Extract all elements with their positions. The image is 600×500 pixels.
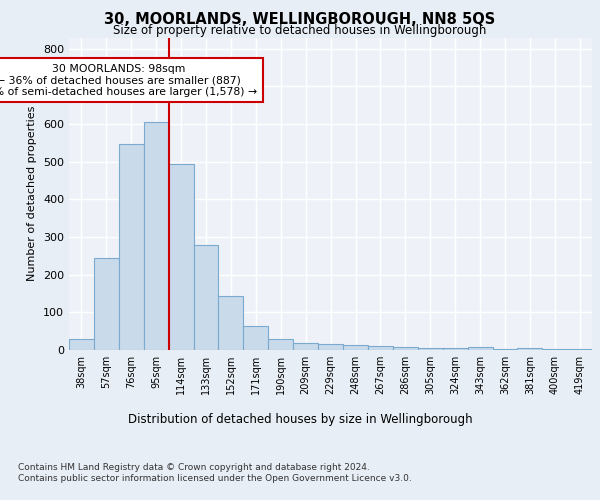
Bar: [467, 347, 493, 350]
Text: Contains public sector information licensed under the Open Government Licence v3: Contains public sector information licen…: [18, 474, 412, 483]
Bar: [94, 258, 119, 350]
Bar: [443, 348, 467, 350]
Text: 30, MOORLANDS, WELLINGBOROUGH, NN8 5QS: 30, MOORLANDS, WELLINGBOROUGH, NN8 5QS: [104, 12, 496, 28]
Bar: [169, 164, 194, 350]
Bar: [567, 349, 592, 350]
Bar: [343, 346, 368, 350]
Text: Contains HM Land Registry data © Crown copyright and database right 2024.: Contains HM Land Registry data © Crown c…: [18, 462, 370, 471]
Bar: [493, 349, 517, 350]
Bar: [119, 144, 144, 350]
Text: Size of property relative to detached houses in Wellingborough: Size of property relative to detached ho…: [113, 24, 487, 37]
Bar: [542, 349, 567, 350]
Text: 30 MOORLANDS: 98sqm
← 36% of detached houses are smaller (887)
63% of semi-detac: 30 MOORLANDS: 98sqm ← 36% of detached ho…: [0, 64, 257, 97]
Bar: [293, 343, 318, 350]
Bar: [218, 296, 244, 350]
Bar: [194, 246, 218, 350]
Bar: [418, 348, 443, 350]
Bar: [244, 326, 268, 350]
Bar: [368, 346, 393, 350]
Bar: [268, 338, 293, 350]
Bar: [69, 338, 94, 350]
Bar: [393, 347, 418, 350]
Bar: [517, 348, 542, 350]
Y-axis label: Number of detached properties: Number of detached properties: [28, 106, 37, 282]
Bar: [318, 344, 343, 350]
Text: Distribution of detached houses by size in Wellingborough: Distribution of detached houses by size …: [128, 412, 472, 426]
Bar: [144, 122, 169, 350]
